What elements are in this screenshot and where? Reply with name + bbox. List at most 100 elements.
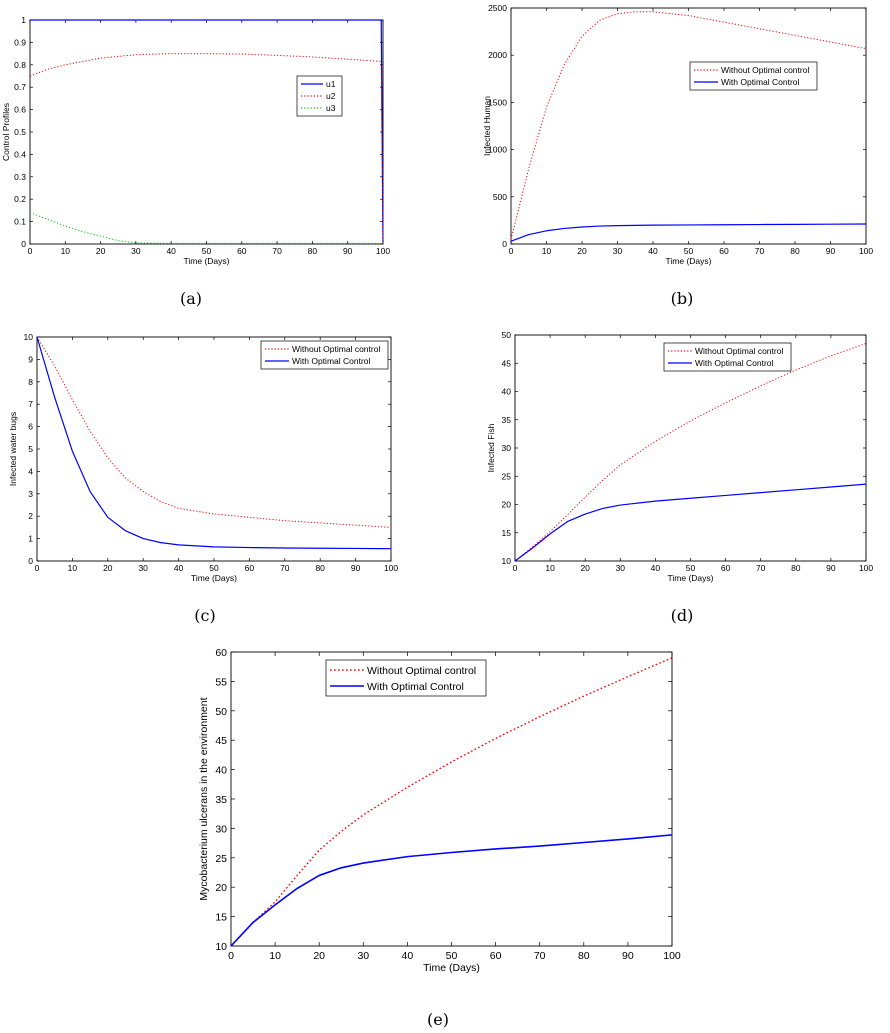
x-tick-label: 60 bbox=[721, 563, 731, 573]
x-tick-label: 100 bbox=[859, 246, 873, 256]
y-axis-label: Infected water bugs bbox=[8, 412, 18, 486]
y-tick-label: 2 bbox=[28, 511, 33, 521]
x-tick-label: 0 bbox=[28, 246, 33, 256]
y-tick-label: 0 bbox=[21, 239, 26, 249]
x-tick-label: 10 bbox=[61, 246, 71, 256]
x-tick-label: 30 bbox=[357, 950, 369, 962]
x-tick-label: 30 bbox=[613, 246, 623, 256]
y-tick-label: 15 bbox=[502, 528, 512, 538]
y-tick-label: 8 bbox=[28, 377, 33, 387]
y-tick-label: 1000 bbox=[488, 145, 507, 155]
x-tick-label: 30 bbox=[131, 246, 141, 256]
y-tick-label: 1500 bbox=[488, 97, 507, 107]
x-tick-label: 10 bbox=[545, 563, 555, 573]
x-tick-label: 40 bbox=[402, 950, 414, 962]
y-tick-label: 60 bbox=[215, 647, 227, 659]
y-tick-label: 30 bbox=[502, 443, 512, 453]
x-tick-label: 90 bbox=[826, 246, 836, 256]
panel-caption: (b) bbox=[671, 289, 694, 308]
axes-frame bbox=[36, 336, 392, 562]
x-tick-label: 60 bbox=[490, 950, 502, 962]
axes-frame bbox=[510, 7, 867, 245]
y-axis-label: Mycobacterium ulcerans in the environmen… bbox=[198, 697, 210, 900]
y-tick-label: 0.2 bbox=[14, 194, 26, 204]
y-tick-label: 10 bbox=[502, 556, 512, 566]
series-line bbox=[36, 336, 392, 550]
panel-caption: (e) bbox=[427, 1010, 449, 1029]
y-tick-label: 0.9 bbox=[14, 37, 26, 47]
y-tick-label: 1 bbox=[28, 534, 33, 544]
legend-box bbox=[689, 61, 818, 91]
y-tick-label: 25 bbox=[502, 471, 512, 481]
y-tick-label: 7 bbox=[28, 399, 33, 409]
x-tick-label: 50 bbox=[209, 563, 219, 573]
y-tick-label: 2500 bbox=[488, 3, 507, 13]
x-tick-label: 100 bbox=[376, 246, 390, 256]
x-tick-label: 50 bbox=[684, 246, 694, 256]
series-line bbox=[230, 834, 673, 947]
y-tick-label: 0.5 bbox=[14, 127, 26, 137]
y-tick-label: 0.1 bbox=[14, 217, 26, 227]
x-tick-label: 0 bbox=[513, 563, 518, 573]
x-tick-label: 20 bbox=[577, 246, 587, 256]
axes-frame bbox=[29, 19, 384, 245]
x-tick-label: 0 bbox=[35, 563, 40, 573]
x-tick-label: 10 bbox=[542, 246, 552, 256]
panel-caption: (c) bbox=[194, 606, 215, 625]
x-tick-label: 20 bbox=[313, 950, 325, 962]
y-tick-label: 35 bbox=[215, 794, 227, 806]
y-tick-label: 40 bbox=[215, 765, 227, 777]
x-tick-label: 80 bbox=[308, 246, 318, 256]
legend-box bbox=[663, 342, 792, 372]
x-tick-label: 80 bbox=[315, 563, 325, 573]
x-tick-label: 70 bbox=[755, 246, 765, 256]
y-tick-label: 0.4 bbox=[14, 149, 26, 159]
legend-box bbox=[325, 659, 487, 697]
y-tick-label: 5 bbox=[28, 444, 33, 454]
y-tick-label: 3 bbox=[28, 489, 33, 499]
legend-label: With Optimal Control bbox=[292, 356, 371, 366]
series-line bbox=[29, 212, 383, 244]
x-tick-label: 100 bbox=[859, 563, 873, 573]
x-tick-label: 10 bbox=[68, 563, 78, 573]
y-tick-label: 30 bbox=[215, 823, 227, 835]
series-line bbox=[510, 223, 867, 242]
series-line bbox=[29, 53, 384, 245]
legend-label: Without Optimal control bbox=[721, 65, 809, 75]
y-tick-label: 0.6 bbox=[14, 105, 26, 115]
x-tick-label: 70 bbox=[756, 563, 766, 573]
y-tick-label: 35 bbox=[502, 415, 512, 425]
legend: Without Optimal control With Optimal Cont… bbox=[325, 659, 487, 697]
x-tick-label: 80 bbox=[791, 563, 801, 573]
legend-label: u1 bbox=[326, 79, 336, 89]
y-tick-label: 1 bbox=[21, 15, 26, 25]
panel-e: 0 10 20 30 40 50 60 70 80 90 100101520253035404550… bbox=[198, 647, 681, 1029]
y-tick-label: 0.8 bbox=[14, 60, 26, 70]
series-line bbox=[230, 657, 673, 947]
y-tick-label: 45 bbox=[215, 735, 227, 747]
y-tick-label: 0 bbox=[502, 239, 507, 249]
x-tick-label: 30 bbox=[616, 563, 626, 573]
x-tick-label: 60 bbox=[245, 563, 255, 573]
y-tick-label: 20 bbox=[502, 500, 512, 510]
y-tick-label: 500 bbox=[493, 192, 507, 202]
series-line bbox=[514, 483, 867, 562]
x-tick-label: 30 bbox=[138, 563, 148, 573]
x-axis-label: Time (Days) bbox=[184, 256, 230, 266]
y-tick-label: 0.3 bbox=[14, 172, 26, 182]
x-tick-label: 40 bbox=[651, 563, 661, 573]
y-axis-label: Infected Fish bbox=[486, 423, 496, 472]
x-tick-label: 40 bbox=[166, 246, 176, 256]
legend: u1 u2 u3 bbox=[296, 75, 343, 117]
x-tick-label: 40 bbox=[648, 246, 658, 256]
y-tick-label: 15 bbox=[215, 912, 227, 924]
x-tick-label: 70 bbox=[280, 563, 290, 573]
series-line bbox=[36, 336, 392, 528]
legend: Without Optimal control With Optimal Cont… bbox=[663, 342, 792, 372]
series-line bbox=[510, 11, 867, 240]
panel-caption: (a) bbox=[180, 289, 202, 308]
y-axis-label: Infected Human bbox=[482, 96, 492, 156]
y-axis-label: Control Profiles bbox=[1, 103, 11, 161]
series-line bbox=[514, 343, 867, 562]
